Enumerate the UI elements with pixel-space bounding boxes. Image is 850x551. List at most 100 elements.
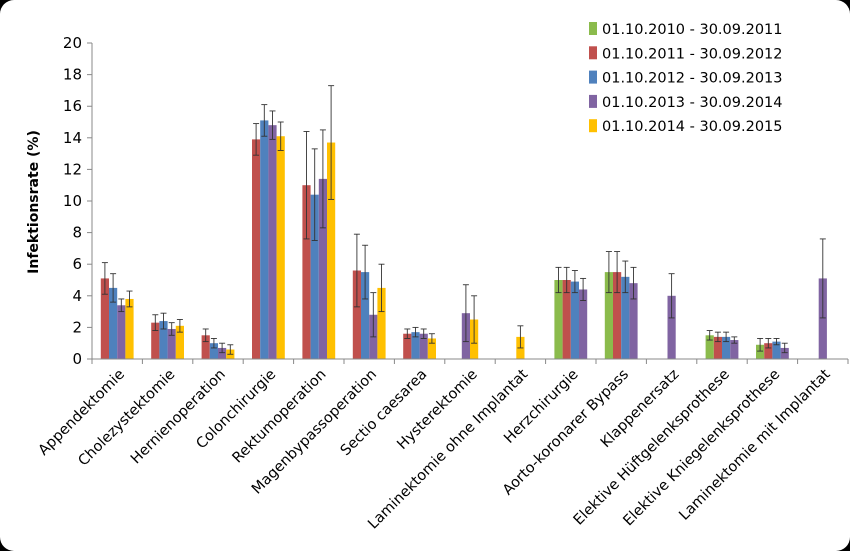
bar-2-10 bbox=[562, 280, 571, 359]
bar-4-14 bbox=[780, 347, 789, 359]
error-bar-2-2 bbox=[152, 314, 159, 332]
error-bar-3-5 bbox=[311, 148, 318, 241]
bar-2-6 bbox=[352, 270, 361, 359]
error-bar-4-5 bbox=[319, 129, 326, 229]
error-bar-3-1 bbox=[110, 273, 117, 303]
error-bar-3-11 bbox=[622, 260, 629, 294]
legend-swatch bbox=[589, 70, 597, 84]
error-bar-5-4 bbox=[277, 121, 284, 151]
y-axis-label: Infektionsrate (%) bbox=[26, 130, 42, 274]
bar-4-15 bbox=[818, 278, 827, 359]
bar-3-3 bbox=[209, 343, 218, 359]
bar-3-10 bbox=[570, 281, 579, 359]
error-bar-1-11 bbox=[605, 251, 612, 294]
error-bar-1-14 bbox=[757, 338, 764, 352]
error-bar-4-2 bbox=[168, 322, 175, 336]
bar-4-2 bbox=[167, 328, 176, 359]
axes bbox=[91, 43, 849, 364]
bar-2-11 bbox=[613, 272, 622, 359]
bar-2-7 bbox=[403, 333, 412, 359]
bar-3-5 bbox=[310, 194, 319, 359]
error-bar-5-8 bbox=[471, 295, 478, 344]
y-tick-label: 14 bbox=[63, 129, 82, 147]
bar-2-1 bbox=[100, 278, 109, 359]
y-tick-label: 0 bbox=[72, 350, 82, 368]
legend-label: 01.10.2011 - 30.09.2012 bbox=[602, 46, 783, 62]
legend-item: 01.10.2011 - 30.09.2012 bbox=[589, 46, 783, 62]
error-bar-4-3 bbox=[219, 342, 226, 354]
error-bar-3-2 bbox=[160, 312, 167, 330]
error-bar-3-13 bbox=[723, 331, 730, 343]
bar-4-4 bbox=[268, 125, 277, 359]
legend-label: 01.10.2012 - 30.09.2013 bbox=[602, 71, 783, 87]
y-tick-label: 2 bbox=[72, 318, 82, 336]
legend-item: 01.10.2012 - 30.09.2013 bbox=[589, 70, 783, 87]
x-category-label: Sectio caesarea bbox=[338, 367, 431, 460]
error-bar-2-5 bbox=[303, 131, 310, 240]
error-bar-1-10 bbox=[555, 266, 562, 294]
error-bar-4-14 bbox=[781, 342, 788, 354]
error-bar-5-1 bbox=[126, 290, 133, 308]
y-tick-label: 10 bbox=[63, 192, 82, 210]
error-bar-4-8 bbox=[462, 284, 469, 343]
legend-item: 01.10.2010 - 30.09.2011 bbox=[589, 22, 783, 38]
bar-4-7 bbox=[419, 333, 428, 359]
y-tick-label: 6 bbox=[72, 255, 82, 273]
bar-1-11 bbox=[604, 272, 613, 359]
error-bar-4-10 bbox=[580, 277, 587, 301]
x-category-label: Rektumoperation bbox=[230, 367, 330, 467]
error-bar-3-3 bbox=[210, 338, 217, 349]
error-bar-4-4 bbox=[269, 110, 276, 140]
error-bar-3-10 bbox=[571, 270, 578, 294]
legend-item: 01.10.2013 - 30.09.2014 bbox=[589, 94, 783, 111]
error-bar-4-12 bbox=[668, 273, 675, 319]
legend-swatch bbox=[589, 94, 597, 108]
y-axis-ticks: 0 2 4 6 8 10 12 14 16 18 20 bbox=[63, 34, 92, 368]
error-bars bbox=[101, 85, 826, 355]
bar-3-11 bbox=[621, 276, 630, 359]
legend-swatch bbox=[589, 119, 597, 133]
bar-2-4 bbox=[252, 139, 261, 359]
error-bar-4-1 bbox=[118, 298, 125, 313]
error-bar-4-7 bbox=[420, 328, 427, 339]
legend-label: 01.10.2010 - 30.09.2011 bbox=[602, 22, 783, 38]
error-bar-5-3 bbox=[227, 344, 234, 355]
bar-5-5 bbox=[327, 142, 336, 359]
bar-2-13 bbox=[713, 336, 722, 359]
error-bar-4-11 bbox=[630, 266, 637, 300]
bar-2-5 bbox=[302, 185, 311, 359]
error-bar-3-6 bbox=[362, 244, 369, 300]
x-axis-labels: AppendektomieCholezystektomieHernienoper… bbox=[36, 366, 834, 532]
legend-swatch bbox=[589, 22, 597, 35]
bar-1-10 bbox=[554, 280, 563, 359]
error-bar-2-7 bbox=[404, 328, 411, 339]
bar-5-2 bbox=[175, 325, 184, 359]
bar-5-4 bbox=[276, 136, 285, 359]
bar-4-5 bbox=[318, 178, 327, 359]
error-bar-2-1 bbox=[101, 262, 108, 295]
bar-3-2 bbox=[159, 321, 168, 359]
y-tick-label: 8 bbox=[72, 224, 82, 242]
bar-3-6 bbox=[361, 272, 370, 359]
bar-4-12 bbox=[667, 295, 676, 359]
error-bar-3-4 bbox=[261, 104, 268, 137]
error-bar-2-13 bbox=[714, 331, 721, 343]
bar-4-1 bbox=[117, 305, 126, 359]
y-tick-label: 16 bbox=[63, 97, 82, 115]
legend-label: 01.10.2014 - 30.09.2015 bbox=[602, 119, 783, 135]
bar-3-7 bbox=[411, 332, 420, 359]
bar-4-13 bbox=[730, 340, 739, 359]
legend-item: 01.10.2014 - 30.09.2015 bbox=[589, 119, 783, 135]
error-bar-3-7 bbox=[412, 326, 419, 338]
bars bbox=[100, 120, 827, 359]
error-bar-2-4 bbox=[253, 123, 260, 156]
error-bar-2-3 bbox=[202, 328, 209, 343]
bar-1-14 bbox=[756, 344, 765, 359]
error-bar-2-10 bbox=[563, 266, 570, 294]
x-category-label: Cholezystektomie bbox=[76, 366, 179, 469]
error-bar-2-11 bbox=[614, 251, 621, 294]
error-bar-4-15 bbox=[819, 238, 826, 319]
error-bar-2-14 bbox=[765, 338, 772, 349]
